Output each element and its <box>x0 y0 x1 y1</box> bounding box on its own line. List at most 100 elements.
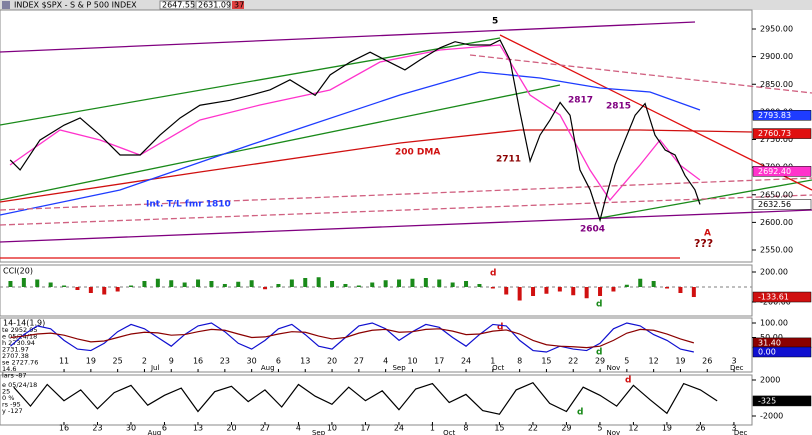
month-label: Nov <box>607 364 621 372</box>
x-tick-label: 8 <box>463 424 468 433</box>
data-line <box>10 328 695 349</box>
annotation: A <box>704 229 711 239</box>
value-marker-label: 31.40 <box>758 338 781 347</box>
quote: 2631.09 <box>198 1 231 10</box>
bar <box>464 280 469 287</box>
data-line <box>10 322 694 353</box>
annotation: 200 DMA <box>395 148 440 158</box>
month-label: Sep <box>312 429 326 435</box>
bar <box>155 278 160 287</box>
panel-label: CCI(20) <box>3 267 33 276</box>
bar <box>490 286 495 289</box>
panel-frame <box>0 9 753 263</box>
x-tick-label: 15 <box>494 424 504 433</box>
bar <box>115 286 120 292</box>
annotation: d <box>497 323 503 333</box>
info-label: te 2952.95 <box>2 326 38 334</box>
bar <box>289 279 294 287</box>
info-label: 14.6 <box>2 365 16 373</box>
month-label: Aug <box>148 429 162 435</box>
bar <box>517 286 522 301</box>
month-label: Nov <box>606 429 620 435</box>
trend-line <box>499 34 812 191</box>
x-tick-label: 1 <box>490 357 495 366</box>
x-tick-label: 13 <box>300 357 310 366</box>
bar <box>35 279 40 287</box>
bar <box>88 286 93 293</box>
x-tick-label: 16 <box>59 424 69 433</box>
y-tick-label: 2900.00 <box>760 52 793 61</box>
x-tick-label: 6 <box>162 424 167 433</box>
bar <box>169 280 174 287</box>
value-marker-label: 2793.83 <box>758 111 791 120</box>
bar <box>691 286 696 298</box>
bar <box>397 279 402 287</box>
bar <box>75 286 80 290</box>
trend-line <box>0 194 812 226</box>
trend-line <box>0 84 561 201</box>
panel-frame <box>0 264 753 317</box>
info-label: se 2727.76 <box>2 359 38 367</box>
x-tick-label: 5 <box>597 424 602 433</box>
value-marker <box>752 291 812 303</box>
x-tick-label: 27 <box>260 424 270 433</box>
bar <box>678 286 683 293</box>
x-tick-label: 17 <box>434 357 444 366</box>
y-tick-label: -2000 <box>760 412 783 421</box>
x-tick-label: 23 <box>220 357 230 366</box>
info-label: lars -87 <box>2 372 27 380</box>
info-label: 2731.97 <box>2 346 29 354</box>
bar <box>316 277 321 287</box>
value-marker <box>752 128 812 139</box>
info-label: e 05/24/18 <box>2 381 37 389</box>
bar <box>249 280 254 287</box>
annotation: 2604 <box>580 225 605 235</box>
bar <box>196 279 201 287</box>
panel-label: 14-14(1.9) <box>3 319 45 328</box>
x-tick-label: 22 <box>528 424 538 433</box>
x-tick-label: 26 <box>695 424 705 433</box>
month-label: Oct <box>492 364 504 372</box>
bar <box>62 285 67 287</box>
value-marker-label: -133.61 <box>758 293 789 302</box>
value-marker <box>752 346 812 358</box>
x-tick-label: 30 <box>126 424 136 433</box>
x-tick-label: 6 <box>276 357 281 366</box>
x-tick-label: 23 <box>92 424 102 433</box>
bar <box>142 280 147 287</box>
x-tick-label: 11 <box>59 357 69 366</box>
y-tick-label: 2550.00 <box>760 246 793 255</box>
month-label: Oct <box>443 429 455 435</box>
bar <box>665 286 670 289</box>
x-tick-label: 29 <box>595 357 605 366</box>
value-marker-label: 2632.56 <box>758 200 791 209</box>
bar <box>129 285 134 287</box>
info-label: 2707.38 <box>2 352 29 360</box>
bar <box>611 286 616 292</box>
quote-box <box>159 0 195 10</box>
bar <box>624 284 629 287</box>
info-label: y -127 <box>2 407 23 415</box>
bar <box>263 286 268 290</box>
annotation: d <box>577 408 583 418</box>
info-label: 0 % <box>2 394 14 402</box>
quote-box <box>195 0 231 10</box>
y-tick-label: 2600.00 <box>760 218 793 227</box>
trend-line <box>0 177 812 211</box>
value-marker-label: -325 <box>758 396 776 405</box>
x-tick-label: 4 <box>296 424 301 433</box>
annotation: ??? <box>694 237 713 250</box>
bar <box>410 278 415 287</box>
bar <box>544 286 549 294</box>
x-tick-label: 20 <box>327 357 337 366</box>
annotation: 2815 <box>606 102 631 112</box>
x-tick-label: 25 <box>113 357 123 366</box>
x-tick-label: 3 <box>731 357 736 366</box>
month-label: Dec <box>734 429 748 435</box>
value-marker <box>752 395 812 407</box>
x-tick-label: 20 <box>226 424 236 433</box>
bar <box>423 277 428 287</box>
x-tick-label: 15 <box>541 357 551 366</box>
bar <box>557 286 562 292</box>
x-tick-label: 12 <box>628 424 638 433</box>
